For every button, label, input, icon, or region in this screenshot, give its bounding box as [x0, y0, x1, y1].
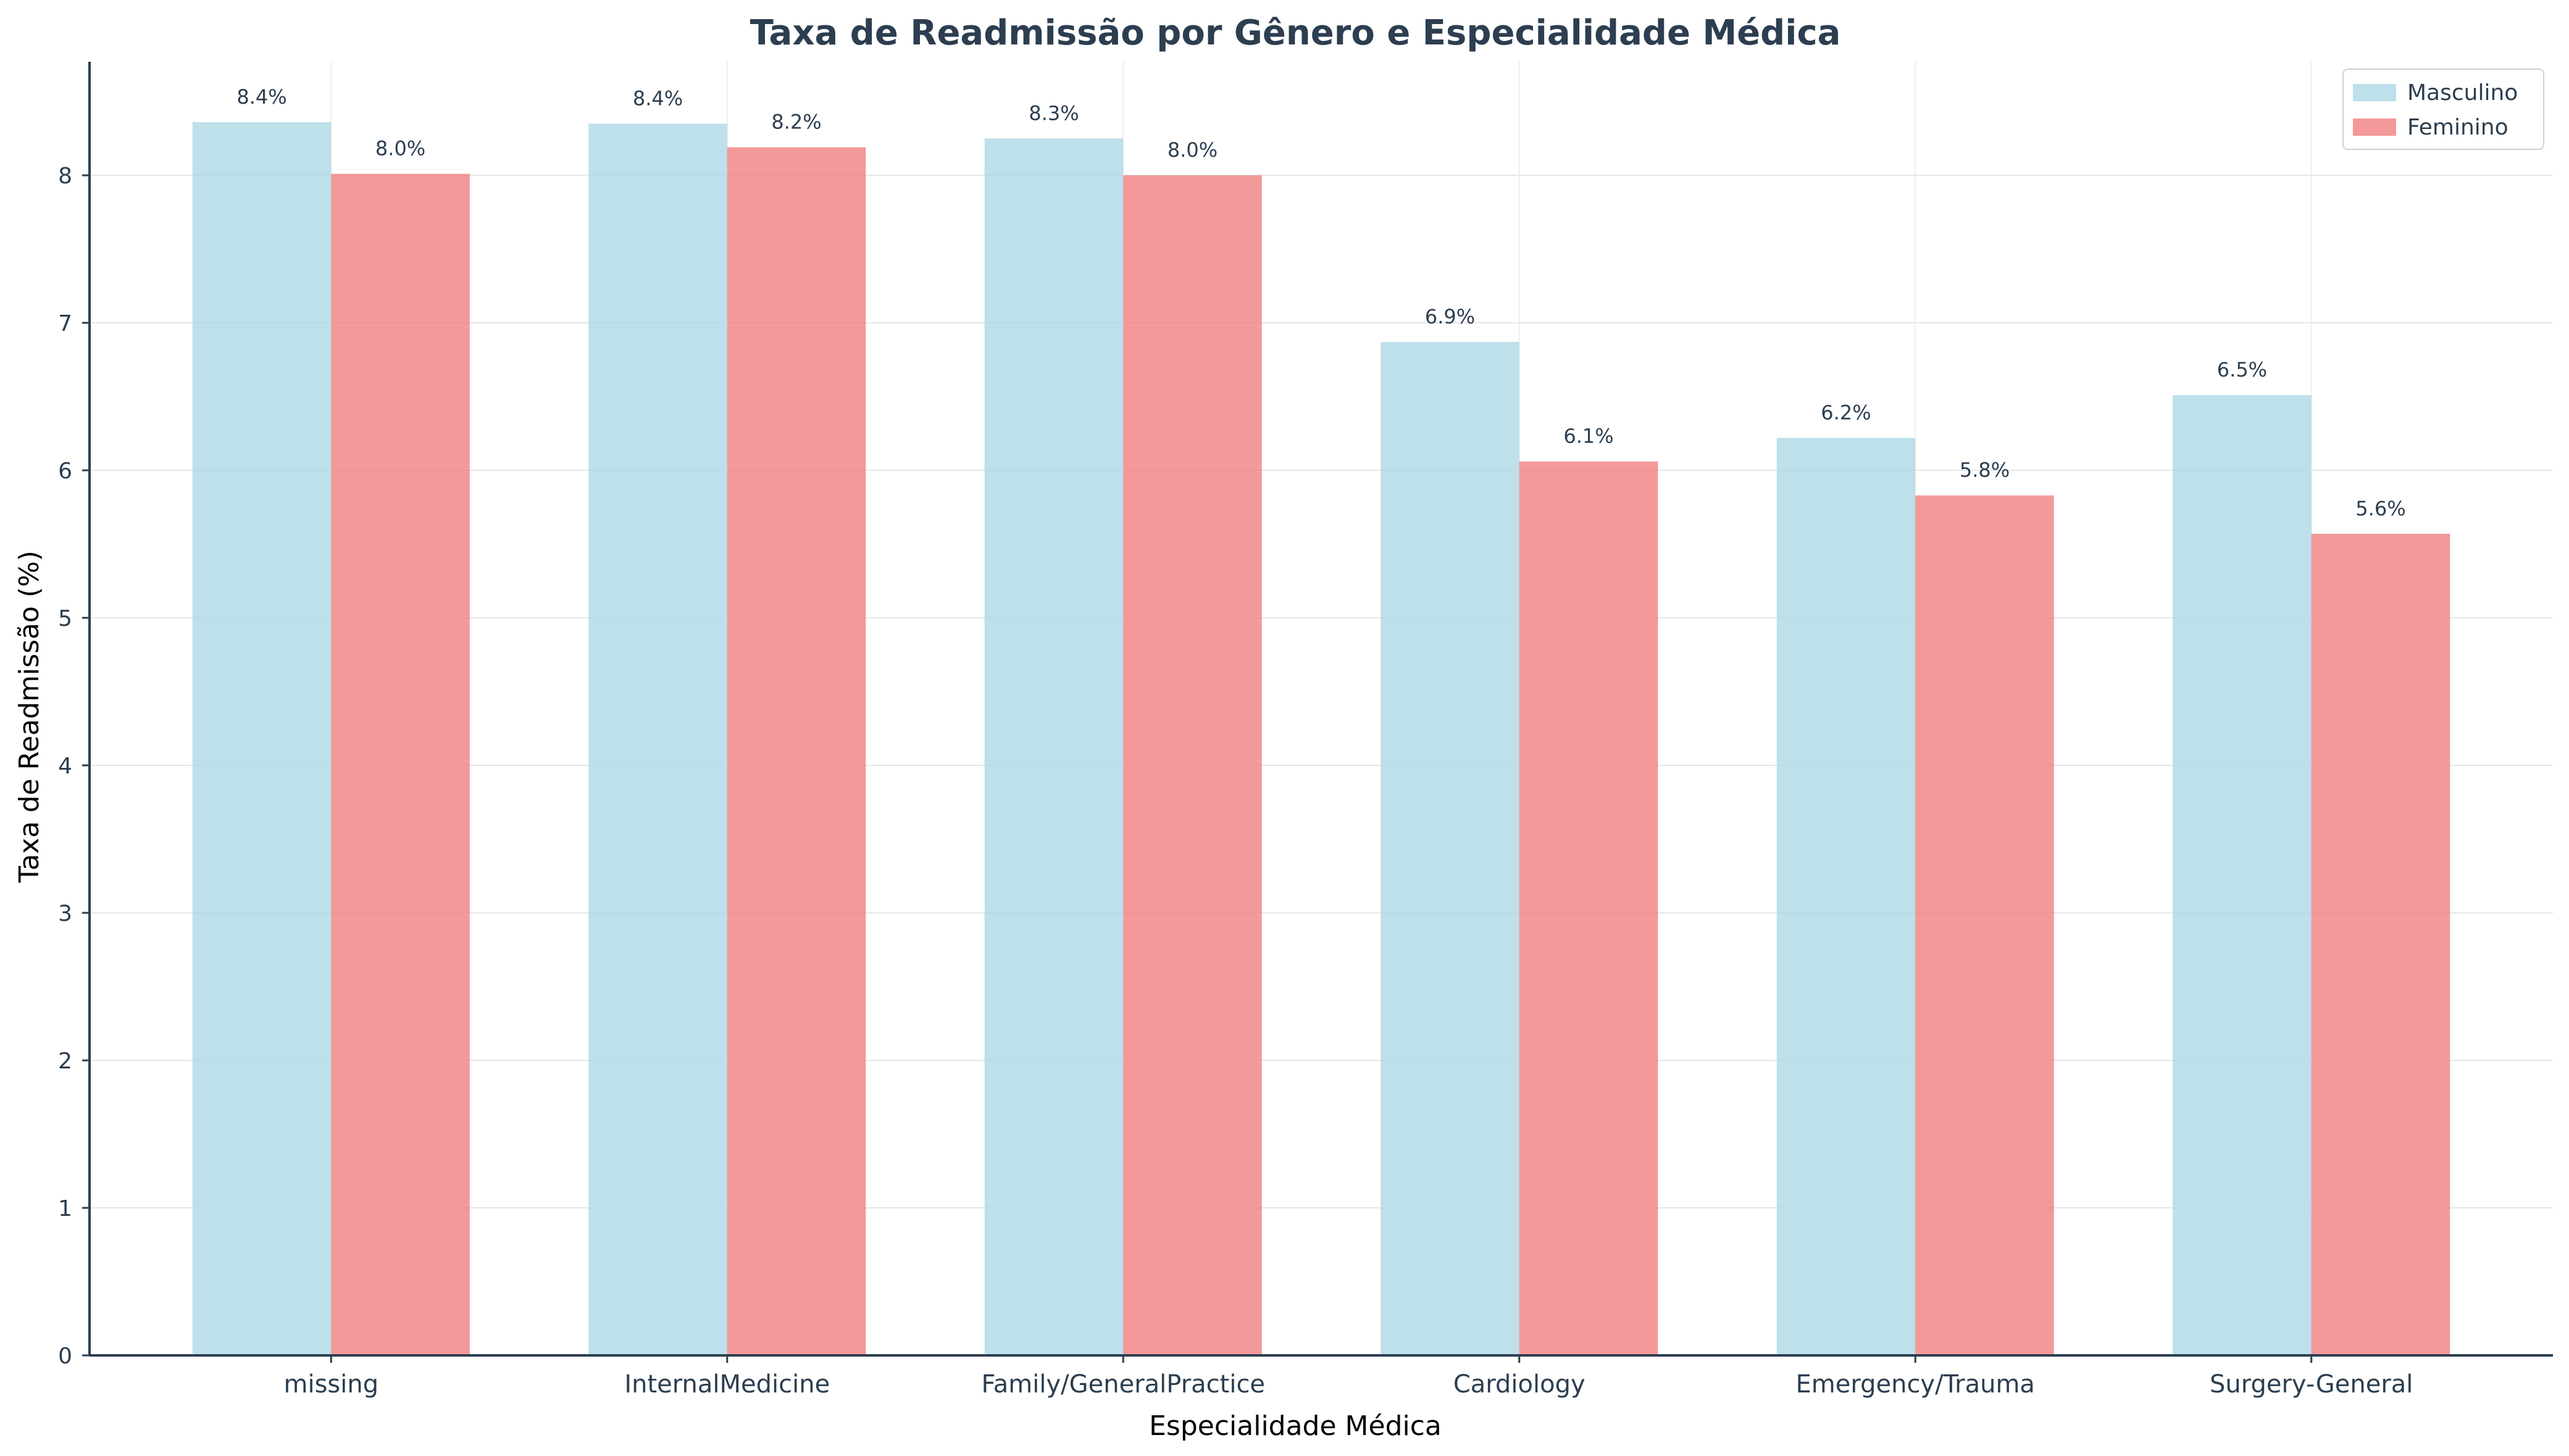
- legend-swatch-feminino: [2353, 119, 2396, 136]
- value-label-feminino-1: 8.2%: [771, 110, 821, 134]
- axes: 0 1 2 3 4 5 6 7 8 missing InternalMedicine Family/G…: [58, 62, 2553, 1399]
- x-tick-label: missing: [283, 1370, 378, 1399]
- bar-feminino-1: [727, 147, 866, 1355]
- bar-masculino-0: [192, 122, 332, 1355]
- bar-masculino-3: [1381, 342, 1519, 1355]
- x-axis-label: Especialidade Médica: [1149, 1410, 1442, 1442]
- value-label-feminino-2: 8.0%: [1168, 138, 1218, 162]
- bar-feminino-3: [1519, 461, 1658, 1356]
- value-label-masculino-3: 6.9%: [1425, 305, 1475, 328]
- bars: [192, 122, 2450, 1356]
- x-tick-label: Cardiology: [1453, 1370, 1585, 1399]
- bar-feminino-0: [331, 173, 470, 1355]
- y-tick-label: 5: [58, 606, 72, 631]
- bar-feminino-2: [1123, 175, 1262, 1356]
- legend-swatch-masculino: [2353, 84, 2396, 101]
- value-label-feminino-5: 5.6%: [2355, 497, 2405, 520]
- bar-masculino-5: [2173, 395, 2312, 1355]
- legend: Masculino Feminino: [2342, 69, 2544, 150]
- y-tick-label: 2: [58, 1049, 72, 1074]
- bar-masculino-4: [1776, 438, 1916, 1355]
- value-label-masculino-5: 6.5%: [2217, 358, 2267, 381]
- y-tick-label: 1: [58, 1196, 72, 1221]
- bar-feminino-4: [1915, 495, 2054, 1356]
- bar-feminino-5: [2311, 533, 2450, 1355]
- x-tick-label: Family/GeneralPractice: [981, 1370, 1265, 1399]
- value-label-feminino-3: 6.1%: [1563, 425, 1613, 448]
- value-label-masculino-2: 8.3%: [1029, 101, 1079, 125]
- legend-label-masculino: Masculino: [2407, 80, 2518, 106]
- y-tick-label: 4: [58, 754, 72, 779]
- y-tick-label: 8: [58, 164, 72, 189]
- legend-label-feminino: Feminino: [2407, 115, 2508, 140]
- x-tick-label: InternalMedicine: [624, 1370, 830, 1399]
- y-tick-label: 7: [58, 311, 72, 336]
- value-label-masculino-1: 8.4%: [633, 86, 683, 110]
- chart-title: Taxa de Readmissão por Gênero e Especial…: [750, 13, 1841, 53]
- x-tick-label: Emergency/Trauma: [1796, 1370, 2035, 1399]
- y-tick-label: 0: [58, 1344, 72, 1369]
- y-tick-label: 3: [58, 901, 72, 926]
- value-label-masculino-0: 8.4%: [236, 85, 286, 109]
- bar-masculino-2: [984, 138, 1124, 1356]
- value-label-feminino-4: 5.8%: [1960, 459, 2010, 482]
- bar-masculino-1: [588, 123, 727, 1356]
- x-tick-label: Surgery-General: [2210, 1370, 2413, 1399]
- y-axis-label: Taxa de Readmissão (%): [14, 551, 45, 883]
- value-label-feminino-0: 8.0%: [375, 137, 425, 160]
- value-labels: 8.4% 8.4% 8.3% 6.9% 6.2% 6.5% 8.0% 8.2% 8.0% 6.1%…: [236, 85, 2405, 520]
- y-tick-label: 6: [58, 459, 72, 484]
- value-label-masculino-4: 6.2%: [1821, 401, 1871, 424]
